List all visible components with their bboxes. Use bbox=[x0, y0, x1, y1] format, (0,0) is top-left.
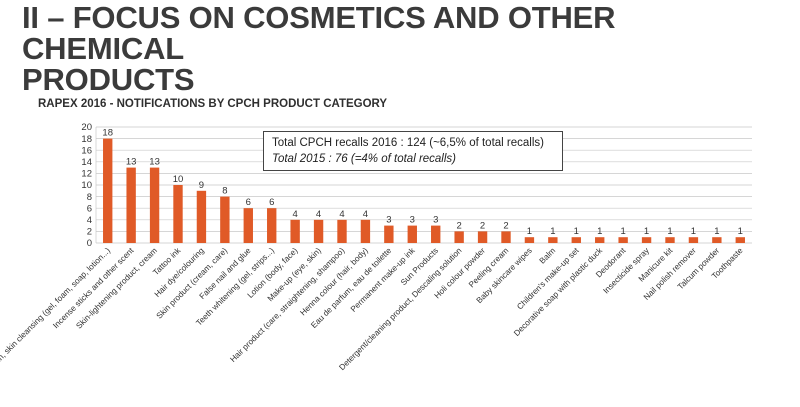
bar bbox=[454, 231, 464, 243]
bar bbox=[103, 138, 113, 243]
y-tick-label: 6 bbox=[87, 203, 92, 214]
bar-value-label: 1 bbox=[691, 226, 696, 237]
y-tick-label: 0 bbox=[87, 238, 92, 249]
bar bbox=[548, 237, 558, 243]
bar-value-label: 13 bbox=[149, 157, 160, 168]
bar-value-label: 6 bbox=[246, 197, 251, 208]
bar bbox=[360, 219, 371, 243]
bar bbox=[524, 237, 535, 243]
bar bbox=[407, 225, 417, 243]
recall-summary-box: Total CPCH recalls 2016 : 124 (~6,5% of … bbox=[263, 131, 563, 171]
bar-value-label: 1 bbox=[620, 226, 625, 237]
bar bbox=[196, 190, 207, 243]
bar-value-label: 4 bbox=[339, 209, 344, 220]
y-tick-label: 8 bbox=[87, 192, 92, 203]
bar-value-label: 10 bbox=[173, 174, 184, 185]
chart-title: RAPEX 2016 - NOTIFICATIONS BY CPCH PRODU… bbox=[38, 98, 388, 110]
bar bbox=[149, 167, 160, 243]
summary-2015: Total 2015 : 76 (=4% of total recalls) bbox=[272, 153, 456, 165]
bar bbox=[173, 185, 183, 243]
bar bbox=[571, 237, 581, 243]
bar-value-label: 2 bbox=[456, 220, 461, 231]
summary-2016: Total CPCH recalls 2016 : 124 (~6,5% of … bbox=[272, 137, 544, 149]
page-heading-line2: PRODUCTS bbox=[22, 62, 195, 97]
bar-value-label: 1 bbox=[667, 226, 672, 237]
bar bbox=[477, 231, 488, 243]
bar bbox=[267, 208, 277, 243]
bar-value-label: 4 bbox=[316, 209, 321, 220]
bar-value-label: 4 bbox=[363, 209, 368, 220]
chart-bars bbox=[103, 138, 745, 243]
page-heading-line1: II – FOCUS ON COSMETICS AND OTHER CHEMIC… bbox=[22, 0, 616, 66]
bar-value-label: 3 bbox=[386, 215, 391, 226]
bar-value-label: 3 bbox=[433, 215, 438, 226]
bar-value-label: 2 bbox=[480, 220, 485, 231]
bar-value-label: 13 bbox=[126, 157, 137, 168]
y-tick-label: 10 bbox=[81, 180, 92, 191]
y-tick-label: 12 bbox=[81, 169, 92, 180]
category-label: Balm bbox=[538, 246, 558, 266]
bar-value-label: 18 bbox=[102, 128, 113, 139]
bar-value-label: 1 bbox=[644, 226, 649, 237]
bar bbox=[126, 167, 136, 243]
y-tick-label: 16 bbox=[81, 145, 92, 156]
bar-value-label: 1 bbox=[597, 226, 602, 237]
bar bbox=[384, 225, 394, 243]
bar-value-label: 1 bbox=[714, 226, 719, 237]
bar bbox=[618, 237, 628, 243]
bar bbox=[431, 225, 441, 243]
bar-value-label: 3 bbox=[410, 215, 415, 226]
bar-value-label: 4 bbox=[292, 209, 297, 220]
bar bbox=[337, 219, 347, 243]
bar bbox=[641, 237, 652, 243]
bar-value-label: 9 bbox=[199, 180, 204, 191]
bar bbox=[220, 196, 230, 243]
bar bbox=[290, 219, 300, 243]
bar bbox=[665, 237, 675, 243]
bar-value-label: 1 bbox=[574, 226, 579, 237]
bar-value-label: 1 bbox=[738, 226, 743, 237]
y-tick-label: 20 bbox=[81, 122, 92, 133]
bar bbox=[595, 237, 605, 243]
bar bbox=[735, 237, 745, 243]
bar bbox=[688, 237, 699, 243]
page-heading: II – FOCUS ON COSMETICS AND OTHER CHEMIC… bbox=[22, 2, 782, 95]
bar-value-label: 1 bbox=[527, 226, 532, 237]
bar bbox=[501, 231, 511, 243]
bar-value-label: 8 bbox=[222, 186, 227, 197]
bar bbox=[712, 237, 722, 243]
bar bbox=[313, 219, 324, 243]
bar bbox=[243, 208, 253, 243]
y-tick-label: 14 bbox=[81, 157, 92, 168]
bar-value-label: 1 bbox=[550, 226, 555, 237]
y-tick-label: 4 bbox=[87, 215, 92, 226]
y-tick-label: 2 bbox=[87, 227, 92, 238]
y-tick-label: 18 bbox=[81, 134, 92, 145]
bar-value-label: 6 bbox=[269, 197, 274, 208]
bar-value-label: 2 bbox=[503, 220, 508, 231]
